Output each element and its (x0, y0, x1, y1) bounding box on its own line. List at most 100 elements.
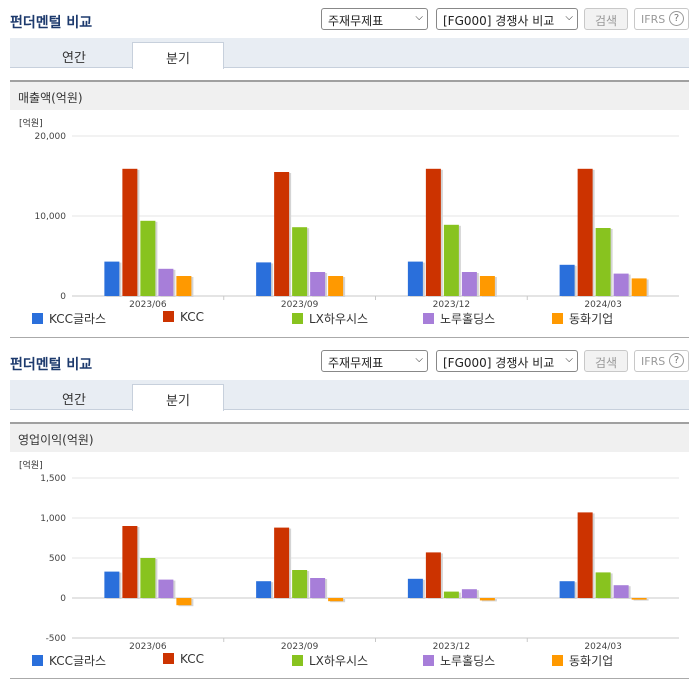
period-tabs: 연간 분기 (10, 38, 689, 69)
legend-label: 노루홀딩스 (440, 654, 496, 668)
legend-item[interactable]: KCC글라스 (32, 652, 106, 669)
legend-swatch (423, 313, 434, 324)
legend-swatch (552, 313, 563, 324)
chevron-down-icon: ⌵ (415, 12, 423, 23)
y-tick-label: 1,500 (40, 474, 66, 484)
bar-chart-operating-profit: [억원] -500 0 500 1,000 1,500 2023/06 2023/09 2023… (19, 459, 679, 650)
bar-1 (577, 168, 593, 296)
bar-4 (631, 598, 647, 600)
legend-item[interactable]: KCC (163, 652, 204, 666)
bar-0 (407, 261, 423, 296)
statement-select-value: 주재무제표 (328, 356, 384, 370)
tab-quarter[interactable]: 분기 (132, 42, 224, 69)
legend-label: LX하우시스 (309, 312, 369, 326)
panel-title: 펀더멘털 비교 (10, 357, 93, 373)
y-tick-label: 500 (49, 554, 66, 564)
ifrs-label: IFRS (641, 355, 666, 368)
bar-2 (595, 228, 611, 296)
period-tabs: 연간 분기 (10, 380, 689, 411)
bar-0 (104, 261, 120, 296)
chart-legend: KCC글라스 KCC LX하우시스 노루홀딩스 동화기업 (10, 652, 689, 672)
legend-swatch (292, 313, 303, 324)
y-tick-label: 20,000 (35, 132, 67, 142)
bar-2 (140, 220, 156, 296)
help-icon: ? (669, 11, 684, 26)
bar-4 (176, 276, 192, 296)
fundamental-panel-sales: 펀더멘털 비교 주재무제표 ⌵ [FG000] 경쟁사 비교 ⌵ 검색 IFRS… (10, 8, 689, 338)
y-tick-label: 10,000 (35, 212, 67, 222)
bar-0 (256, 262, 272, 296)
fundamental-panel-operating-profit: 펀더멘털 비교 주재무제표 ⌵ [FG000] 경쟁사 비교 ⌵ 검색 IFRS… (0, 342, 696, 684)
tab-quarter[interactable]: 분기 (132, 384, 224, 411)
help-icon: ? (669, 353, 684, 368)
bar-2 (140, 558, 156, 598)
bar-2 (292, 570, 308, 598)
bar-3 (310, 272, 326, 296)
legend-item[interactable]: LX하우시스 (292, 652, 368, 669)
statement-select[interactable]: 주재무제표 ⌵ (321, 350, 428, 372)
ifrs-help-button[interactable]: IFRS ? (634, 8, 689, 30)
legend-label: KCC글라스 (49, 312, 107, 326)
legend-label: 동화기업 (569, 654, 614, 668)
x-tick-label: 2023/12 (433, 300, 470, 308)
legend-label: KCC (180, 652, 204, 666)
bar-0 (407, 578, 423, 598)
x-tick-label: 2023/06 (129, 300, 167, 308)
bar-3 (613, 585, 629, 598)
y-tick-label: 0 (60, 292, 66, 302)
legend-label: 노루홀딩스 (440, 312, 496, 326)
y-tick-label: 1,000 (40, 514, 66, 524)
compare-select[interactable]: [FG000] 경쟁사 비교 ⌵ (436, 8, 578, 30)
x-tick-label: 2024/03 (584, 300, 621, 308)
bar-4 (176, 598, 192, 606)
bar-2 (443, 591, 459, 598)
y-tick-label: -500 (46, 634, 67, 644)
compare-select[interactable]: [FG000] 경쟁사 비교 ⌵ (436, 350, 578, 372)
bar-0 (559, 581, 575, 598)
legend-item[interactable]: 동화기업 (552, 652, 613, 669)
bar-0 (256, 581, 272, 598)
bar-chart-sales: [억원] 0 10,000 20,000 2023/06 2023/09 2023/12 20… (19, 117, 679, 308)
x-tick-label: 2023/09 (281, 300, 319, 308)
divider (10, 678, 689, 679)
compare-select-value: [FG000] 경쟁사 비교 (443, 356, 555, 370)
legend-item[interactable]: KCC글라스 (32, 310, 106, 327)
bar-1 (274, 527, 290, 598)
search-button[interactable]: 검색 (584, 8, 628, 30)
statement-select[interactable]: 주재무제표 ⌵ (321, 8, 428, 30)
chevron-down-icon: ⌵ (565, 354, 573, 365)
legend-swatch (32, 313, 43, 324)
chart-legend: KCC글라스 KCC LX하우시스 노루홀딩스 동화기업 (10, 310, 689, 330)
legend-swatch (423, 655, 434, 666)
bar-4 (328, 276, 344, 296)
bar-0 (559, 264, 575, 296)
legend-label: 동화기업 (569, 312, 614, 326)
bar-1 (122, 526, 138, 598)
x-tick-label: 2024/03 (584, 642, 621, 650)
bar-1 (425, 552, 441, 598)
x-tick-label: 2023/12 (433, 642, 470, 650)
legend-label: KCC (180, 310, 204, 324)
bar-0 (104, 571, 120, 598)
bar-3 (613, 273, 629, 296)
legend-item[interactable]: KCC (163, 310, 204, 324)
panel-title: 펀더멘털 비교 (10, 15, 93, 31)
bar-1 (122, 168, 138, 296)
ifrs-help-button[interactable]: IFRS ? (634, 350, 689, 372)
statement-select-value: 주재무제표 (328, 14, 384, 28)
tab-annual[interactable]: 연간 (62, 51, 86, 66)
legend-item[interactable]: 노루홀딩스 (423, 310, 495, 327)
divider (10, 337, 689, 338)
chevron-down-icon: ⌵ (415, 354, 423, 365)
legend-item[interactable]: LX하우시스 (292, 310, 368, 327)
legend-item[interactable]: 동화기업 (552, 310, 613, 327)
bar-3 (158, 579, 174, 598)
bar-3 (461, 589, 477, 598)
metric-heading: 영업이익(억원) (10, 422, 689, 452)
bar-2 (443, 224, 459, 296)
search-button[interactable]: 검색 (584, 350, 628, 372)
legend-item[interactable]: 노루홀딩스 (423, 652, 495, 669)
bar-1 (274, 172, 290, 296)
tab-annual[interactable]: 연간 (62, 393, 86, 408)
bar-2 (595, 572, 611, 598)
